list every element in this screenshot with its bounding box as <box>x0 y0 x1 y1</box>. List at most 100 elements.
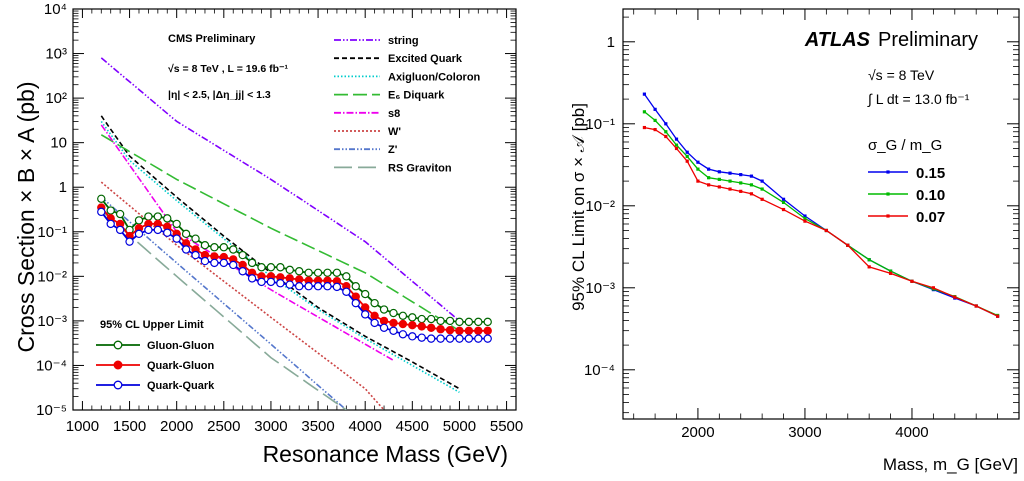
cms-limit-point-quark-quark <box>276 279 285 288</box>
atlas-series-0-15-point <box>674 137 679 141</box>
atlas-y-tick-labels: 1 10⁻¹ 10⁻² 10⁻³ 10⁻⁴ <box>584 34 615 379</box>
cms-limit-point-quark-quark <box>134 229 144 239</box>
atlas-legend-marker <box>886 170 890 174</box>
cms-limit-point-gluon-gluon <box>295 267 304 276</box>
atlas-series-0-07-point <box>824 228 828 233</box>
cms-y-tick-label: 10⁻⁵ <box>36 402 67 419</box>
cms-y-tick-label: 10⁴ <box>44 1 67 18</box>
cms-limit-point-quark-quark <box>370 318 379 328</box>
atlas-series-0-07-point <box>910 279 914 283</box>
cms-limit-point-quark-gluon <box>474 326 483 335</box>
cms-limit-point-gluon-gluon <box>163 214 172 223</box>
atlas-series-0-15-point <box>696 160 700 164</box>
atlas-series-0-07-point <box>846 243 850 247</box>
cms-limit-point-quark-quark <box>172 234 181 243</box>
cms-x-tick-label: 3000 <box>254 418 287 435</box>
atlas-series-0-10-point <box>653 118 657 123</box>
atlas-series-0-15-point <box>739 173 743 177</box>
atlas-lumi-annotation: ∫ L dt = 13.0 fb⁻¹ <box>867 91 970 107</box>
cms-axis-ticks <box>73 8 516 411</box>
cms-limit-point-quark-quark <box>483 334 492 343</box>
atlas-series-0-15-point <box>653 107 657 111</box>
atlas-legend-label: 0.15 <box>916 165 945 182</box>
atlas-series-0-07-point <box>674 146 679 151</box>
cms-limit-point-gluon-gluon <box>417 314 426 324</box>
cms-limit-point-gluon-gluon <box>276 263 285 272</box>
cms-limit-point-quark-gluon <box>436 325 445 334</box>
cms-limit-point-quark-gluon <box>417 322 426 331</box>
cms-y-tick-label: 10⁻¹ <box>37 224 67 241</box>
cms-y-tick-label: 10⁻³ <box>37 313 67 330</box>
cms-limit-point-quark-quark <box>474 334 483 343</box>
atlas-series-0-07-point <box>974 304 978 308</box>
cms-limit-point-quark-quark <box>398 330 408 339</box>
cms-limit-point-gluon-gluon <box>474 317 483 327</box>
cms-x-tick-label: 2500 <box>207 418 240 435</box>
cms-limit-point-gluon-gluon <box>191 234 200 243</box>
cms-limit-point-gluon-gluon <box>106 206 115 215</box>
cms-limit-point-gluon-gluon <box>134 216 144 225</box>
cms-limit-point-quark-quark <box>97 207 106 217</box>
atlas-series-0-07-point <box>696 179 700 183</box>
atlas-series-0-07-point <box>749 192 754 196</box>
atlas-limit-curves <box>642 92 1000 318</box>
cms-limit-point-gluon-gluon <box>210 243 219 252</box>
cms-limit-point-quark-quark <box>219 258 229 268</box>
cms-limit-point-gluon-gluon <box>257 263 266 272</box>
atlas-series-0-15-point <box>664 122 668 126</box>
atlas-series-0-07-point <box>685 159 689 163</box>
atlas-series-0-15-point <box>685 150 689 154</box>
cms-limit-point-quark-quark <box>163 228 172 237</box>
cms-limit-point-quark-quark <box>379 323 389 332</box>
atlas-series-0-07-point <box>953 295 957 299</box>
cms-x-tick-labels: 1000 1500 2000 2500 3000 3500 4000 4500 5000 5500 <box>66 418 524 435</box>
cms-limit-legend-label: Gluon-Gluon <box>147 340 214 352</box>
cms-theory-legend-label: E₆ Diquark <box>388 90 445 102</box>
cms-limit-point-quark-gluon <box>464 326 474 335</box>
cms-x-tick-label: 3500 <box>301 418 334 435</box>
atlas-legend-label: 0.07 <box>916 209 945 226</box>
cms-theory-curve-e-diquark <box>100 134 460 332</box>
cms-title: CMS Preliminary <box>168 33 256 45</box>
cms-limit-point-quark-quark <box>445 334 455 343</box>
atlas-y-tick-label: 10⁻⁴ <box>584 362 615 379</box>
cms-energy-annotation: √s = 8 TeV , L = 19.6 fb⁻¹ <box>168 63 289 75</box>
cms-limit-point-quark-quark <box>426 334 436 343</box>
cms-limit-point-gluon-gluon <box>219 243 229 252</box>
cms-limit-point-gluon-gluon <box>342 272 351 281</box>
cms-y-tick-label: 1 <box>59 179 67 196</box>
atlas-series-0-15-point <box>781 197 786 201</box>
cms-y-tick-label: 10⁻² <box>37 268 67 285</box>
atlas-series-0-07-point <box>707 183 711 187</box>
atlas-legend-marker <box>886 192 890 196</box>
cms-limit-point-quark-gluon <box>408 321 417 330</box>
atlas-series-0-07-point <box>739 189 743 193</box>
atlas-title: ATLAS <box>804 29 871 51</box>
cms-limit-point-gluon-gluon <box>436 316 445 326</box>
cms-limit-point-quark-quark <box>351 298 360 308</box>
cms-limit-point-quark-quark <box>342 287 351 296</box>
cms-limit-legend: Gluon-Gluon Quark-Gluon Quark-Quark <box>96 340 215 392</box>
cms-limit-point-gluon-gluon <box>247 258 257 268</box>
cms-limit-legend-title: 95% CL Upper Limit <box>100 319 204 331</box>
cms-limit-point-quark-quark <box>408 332 417 341</box>
cms-plot-frame <box>72 8 517 411</box>
cms-limit-point-gluon-gluon <box>313 268 323 278</box>
cms-x-tick-label: 1500 <box>113 418 146 435</box>
atlas-series-0-10-point <box>707 176 711 180</box>
atlas-legend-marker <box>886 214 890 218</box>
cms-x-tick-label: 4500 <box>396 418 429 435</box>
cms-limit-point-quark-quark <box>106 219 115 229</box>
cms-limit-point-gluon-gluon <box>389 308 398 318</box>
atlas-series-0-15-point <box>803 214 807 218</box>
cms-limit-legend-marker <box>113 360 123 370</box>
cms-theory-curve-w- <box>100 181 385 410</box>
cms-limit-point-gluon-gluon <box>304 268 313 278</box>
cms-limit-point-quark-quark <box>153 225 163 235</box>
cms-limit-point-quark-quark <box>125 237 134 246</box>
atlas-series-0-15-point <box>749 174 754 178</box>
atlas-axis-ticks <box>623 9 1019 419</box>
atlas-series-0-10-point <box>717 177 721 181</box>
cms-limit-point-gluon-gluon <box>464 317 474 327</box>
